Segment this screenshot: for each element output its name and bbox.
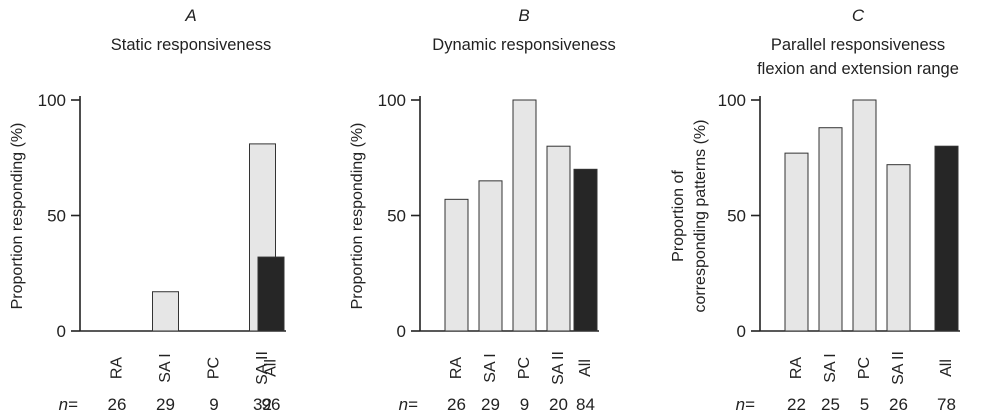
category-label: SA I (822, 353, 839, 382)
n-value: 26 (108, 395, 127, 414)
y-axis-label: Proportion of (670, 170, 687, 262)
bar-all (257, 256, 285, 332)
bar-ra (444, 198, 469, 332)
panel-letter: B (518, 6, 529, 25)
bar-sa-i (818, 127, 843, 332)
bar-sa-ii (886, 164, 911, 332)
category-label: RA (109, 357, 126, 380)
n-value: 84 (576, 395, 595, 414)
bar-pc (852, 99, 877, 332)
n-label: n= (736, 395, 755, 414)
category-label: PC (516, 357, 533, 379)
y-axis-label: Proportion responding (%) (349, 123, 366, 310)
y-tick-label: 0 (57, 322, 66, 341)
y-tick-label: 50 (47, 207, 66, 226)
category-label: PC (856, 357, 873, 379)
chart-title: Parallel responsiveness (771, 36, 945, 54)
y-axis-label: corresponding patterns (%) (692, 120, 709, 313)
n-value: 22 (787, 395, 806, 414)
bar-all (934, 145, 959, 332)
bar-ra (784, 152, 809, 332)
n-value: 29 (481, 395, 500, 414)
n-label: n= (399, 395, 418, 414)
y-tick-label: 100 (718, 91, 746, 110)
chart-panel-a: A Static responsiveness 0 50 100 Proportion r… (9, 6, 286, 414)
chart-title: Dynamic responsiveness (432, 36, 615, 54)
category-label: All (577, 359, 594, 377)
n-value: 96 (262, 395, 281, 414)
n-value: 9 (520, 395, 529, 414)
category-label: SA II (890, 351, 907, 385)
category-label: PC (206, 357, 223, 379)
y-tick-label: 50 (727, 207, 746, 226)
n-value: 26 (889, 395, 908, 414)
y-tick-label: 50 (387, 207, 406, 226)
n-value: 20 (549, 395, 568, 414)
n-value: 25 (821, 395, 840, 414)
panel-letter: A (184, 6, 196, 25)
chart-panel-b: B Dynamic responsiveness 0 50 100 Proportion … (349, 6, 616, 414)
y-tick-label: 100 (378, 91, 406, 110)
chart-title: flexion and extension range (757, 60, 959, 78)
n-label: n= (59, 395, 78, 414)
y-tick-label: 0 (397, 322, 406, 341)
bar-all (573, 168, 598, 332)
category-label: All (938, 359, 955, 377)
n-value: 9 (209, 395, 218, 414)
n-value: 78 (937, 395, 956, 414)
category-label: SA II (550, 351, 567, 385)
y-tick-label: 100 (38, 91, 66, 110)
bar-pc (512, 99, 537, 332)
panel-letter: C (852, 6, 865, 25)
bar-sa-i (478, 180, 503, 332)
category-label: RA (448, 357, 465, 380)
n-value: 29 (156, 395, 175, 414)
bar-sa-i (152, 291, 179, 332)
category-label: SA II (254, 351, 271, 385)
category-label: SA I (157, 353, 174, 382)
n-value: 32 (253, 395, 272, 414)
category-label: RA (788, 357, 805, 380)
n-value: 26 (447, 395, 466, 414)
category-label: SA I (482, 353, 499, 382)
category-label: All (263, 359, 280, 377)
chart-title: Static responsiveness (111, 36, 272, 54)
bar-sa-ii (546, 145, 571, 332)
n-value: 5 (860, 395, 869, 414)
y-tick-label: 0 (737, 322, 746, 341)
chart-panel-c: C Parallel responsiveness flexion and exte… (670, 6, 960, 414)
y-axis-label: Proportion responding (%) (9, 123, 26, 310)
